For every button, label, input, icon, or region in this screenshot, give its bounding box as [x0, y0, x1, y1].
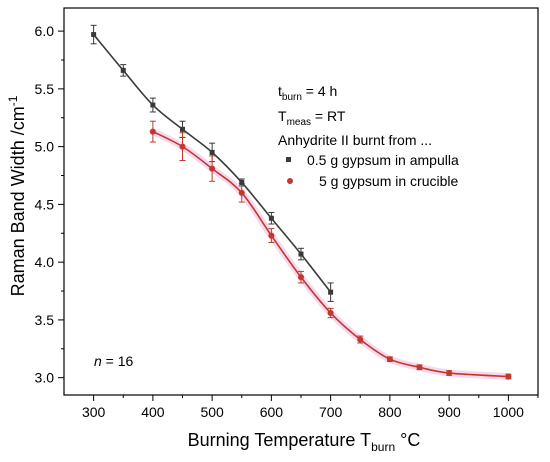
error-bars — [90, 24, 512, 380]
data-point-ampulla — [209, 149, 215, 155]
legend-label-crucible: 5 g gypsum in crucible — [319, 173, 459, 189]
data-point-ampulla — [120, 67, 126, 73]
legend-marker-ampulla — [286, 157, 291, 162]
annotation-measure-temp: Tmeas = RT — [278, 108, 346, 128]
y-tick-label: 3.5 — [35, 312, 55, 328]
data-point-crucible — [505, 373, 512, 380]
annotation-sample-count: n = 16 — [94, 353, 134, 369]
annotation-burn-time: tburn = 4 h — [278, 83, 337, 103]
x-tick-label: 300 — [82, 404, 106, 420]
x-tick-label: 700 — [319, 404, 343, 420]
error-bands — [149, 128, 512, 381]
data-point-crucible — [357, 336, 364, 343]
axis-ticks — [58, 30, 539, 401]
legend-marker-crucible — [287, 178, 293, 184]
x-tick-label: 600 — [260, 404, 284, 420]
data-point-ampulla — [268, 215, 274, 221]
data-point-crucible — [179, 143, 186, 150]
y-tick-label: 3.0 — [35, 370, 55, 386]
data-point-ampulla — [239, 179, 245, 185]
data-point-crucible — [386, 356, 393, 363]
crucible-error-band — [149, 128, 512, 381]
data-point-ampulla — [91, 32, 97, 38]
y-tick-label: 5.0 — [35, 139, 55, 155]
x-tick-label: 1000 — [493, 404, 524, 420]
data-point-crucible — [268, 232, 275, 239]
data-point-crucible — [209, 165, 216, 172]
plot-frame — [63, 7, 539, 396]
data-point-ampulla — [298, 251, 304, 257]
y-tick-label: 6.0 — [35, 23, 55, 39]
y-tick-label: 4.0 — [35, 254, 55, 270]
data-point-ampulla — [328, 289, 334, 295]
y-axis-title: Raman Band Width /cm-1 — [6, 95, 28, 296]
legend: 0.5 g gypsum in ampulla 5 g gypsum in cr… — [286, 152, 459, 189]
x-tick-label: 400 — [141, 404, 165, 420]
x-tick-label: 900 — [437, 404, 461, 420]
data-point-crucible — [327, 309, 334, 316]
x-tick-label: 800 — [378, 404, 402, 420]
y-tick-label: 4.5 — [35, 196, 55, 212]
data-point-crucible — [446, 370, 453, 377]
legend-label-ampulla: 0.5 g gypsum in ampulla — [307, 152, 459, 168]
data-point-ampulla — [150, 102, 156, 108]
data-point-crucible — [149, 128, 156, 135]
axis-tick-labels: 300 400 500 600 700 800 900 1000 3.0 3.5 4.0 4.5 5.0… — [35, 23, 525, 420]
data-point-crucible — [416, 364, 423, 371]
data-point-crucible — [298, 274, 304, 281]
data-point-crucible — [238, 189, 245, 196]
data-point-ampulla — [180, 126, 185, 132]
annotation-heading: Anhydrite II burnt from ... — [278, 132, 432, 148]
data-markers — [91, 32, 512, 380]
y-tick-label: 5.5 — [35, 81, 55, 97]
x-tick-label: 500 — [200, 404, 224, 420]
x-axis-title: Burning Temperature Tburn °C — [188, 430, 421, 454]
